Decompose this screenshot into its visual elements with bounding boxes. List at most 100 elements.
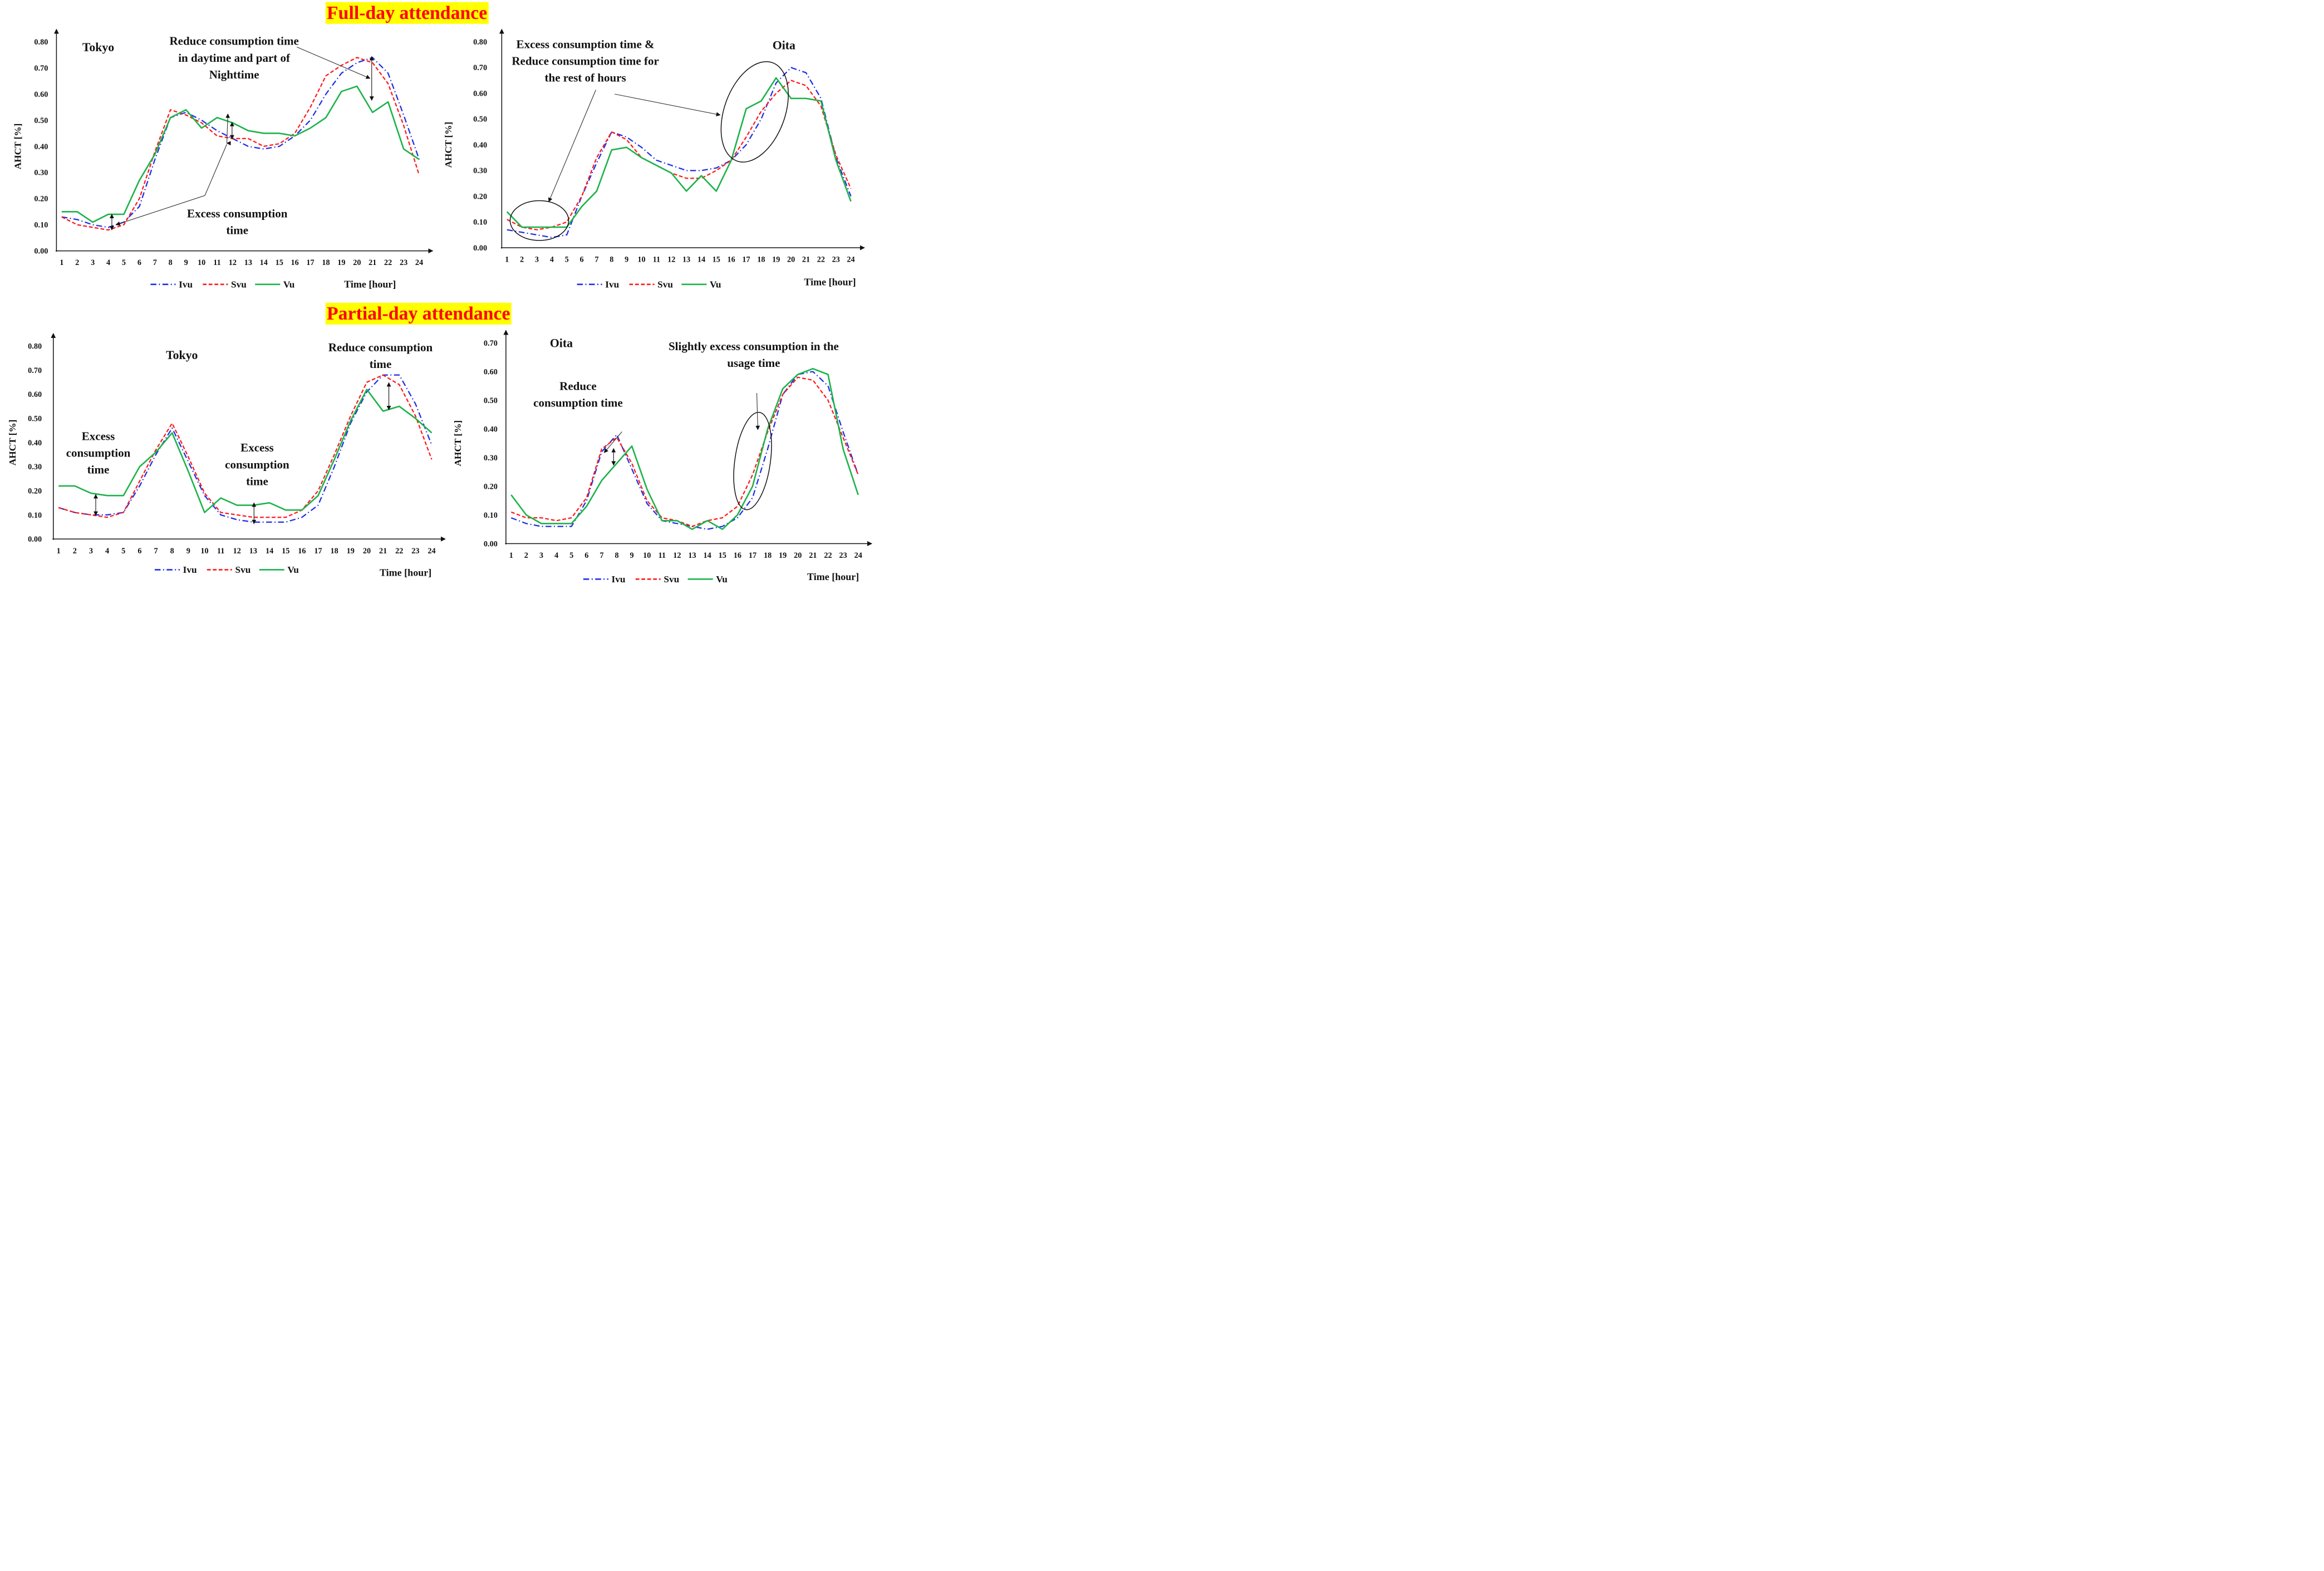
series-line-svu bbox=[510, 376, 859, 527]
x-tick-label: 2 bbox=[75, 258, 79, 267]
x-tick-label: 4 bbox=[550, 256, 554, 264]
x-tick-label: 24 bbox=[415, 258, 423, 267]
x-tick-label: 16 bbox=[298, 547, 306, 556]
annotation-text: Excess consumption time & bbox=[517, 37, 655, 51]
y-axis-label: AHCT [%] bbox=[13, 124, 23, 170]
x-tick-label: 5 bbox=[121, 547, 125, 556]
chart-panel-2: 0.000.100.200.300.400.500.600.700.801 2 3 4… bbox=[443, 28, 865, 289]
legend-label-ivu: Ivu bbox=[179, 279, 193, 289]
x-tick-label: 11 bbox=[659, 551, 666, 560]
x-tick-label: 15 bbox=[276, 258, 283, 267]
x-tick-label: 3 bbox=[539, 551, 543, 560]
annotation-arrow bbox=[225, 113, 230, 144]
y-axis-label: AHCT [%] bbox=[443, 122, 454, 168]
x-tick-label: 10 bbox=[200, 547, 208, 556]
legend-label-svu: Svu bbox=[235, 564, 251, 575]
x-tick-label: 22 bbox=[817, 256, 825, 264]
x-tick-label: 21 bbox=[802, 256, 810, 264]
y-tick-label: 0.00 bbox=[28, 535, 42, 544]
x-tick-label: 8 bbox=[169, 258, 173, 267]
x-tick-label: 18 bbox=[757, 256, 765, 264]
annotation-connector bbox=[204, 144, 228, 196]
x-tick-label: 12 bbox=[667, 256, 675, 264]
chart-panel-1: 0.000.100.200.300.400.500.600.700.801 2 3 4… bbox=[13, 28, 434, 289]
x-tick-label: 7 bbox=[154, 547, 158, 556]
annotation-text: consumption bbox=[66, 446, 131, 460]
y-tick-label: 0.70 bbox=[484, 339, 498, 348]
annotation-arrow bbox=[115, 195, 205, 226]
annotation-text: Reduce consumption time bbox=[169, 35, 298, 48]
x-tick-label: 20 bbox=[794, 551, 802, 560]
y-tick-label: 0.60 bbox=[34, 90, 48, 99]
x-tick-label: 1 bbox=[57, 547, 61, 556]
legend-label-vu: Vu bbox=[287, 564, 299, 575]
highlight-ellipse bbox=[733, 411, 772, 510]
y-tick-label: 0.80 bbox=[28, 342, 42, 351]
x-tick-label: 7 bbox=[153, 258, 157, 267]
x-tick-label: 14 bbox=[704, 551, 711, 560]
x-tick-label: 9 bbox=[625, 256, 628, 264]
x-axis-label: Time [hour] bbox=[380, 567, 431, 578]
annotation-text: consumption time bbox=[533, 396, 623, 409]
y-tick-label: 0.10 bbox=[28, 511, 42, 520]
y-axis-label: AHCT [%] bbox=[7, 420, 18, 466]
annotation-arrow bbox=[603, 431, 622, 453]
x-tick-label: 13 bbox=[682, 256, 690, 264]
legend: Ivu Svu Vu bbox=[150, 279, 295, 289]
x-tick-label: 8 bbox=[610, 256, 613, 264]
x-tick-label: 3 bbox=[89, 547, 93, 556]
x-axis-label: Time [hour] bbox=[344, 278, 396, 289]
x-axis-label: Time [hour] bbox=[804, 277, 856, 288]
x-tick-label: 17 bbox=[306, 258, 314, 267]
x-tick-label: 13 bbox=[688, 551, 696, 560]
x-tick-label: 24 bbox=[854, 551, 862, 560]
x-tick-label: 24 bbox=[428, 547, 435, 556]
annotation-text: Reduce consumption time for bbox=[512, 54, 659, 67]
legend: Ivu Svu Vu bbox=[577, 279, 721, 289]
legend-label-vu: Vu bbox=[716, 574, 728, 585]
x-tick-label: 1 bbox=[509, 551, 513, 560]
x-tick-label: 21 bbox=[809, 551, 817, 560]
x-tick-label: 6 bbox=[137, 547, 141, 556]
annotation-text: usage time bbox=[727, 356, 780, 370]
legend-label-svu: Svu bbox=[664, 574, 679, 585]
series-line-vu bbox=[506, 77, 852, 228]
chart-panel-3: 0.000.100.200.300.400.500.600.700.801 2 3 4… bbox=[7, 333, 446, 578]
x-tick-label: 7 bbox=[600, 551, 603, 560]
x-tick-label: 8 bbox=[615, 551, 618, 560]
x-tick-label: 5 bbox=[565, 256, 569, 264]
legend-label-svu: Svu bbox=[231, 279, 247, 289]
x-tick-label: 1 bbox=[60, 258, 63, 267]
full-day-header: Full-day attendance bbox=[325, 2, 489, 24]
legend: Ivu Svu Vu bbox=[583, 574, 728, 585]
y-tick-label: 0.10 bbox=[473, 218, 487, 227]
y-tick-label: 0.30 bbox=[34, 169, 48, 178]
legend-label-ivu: Ivu bbox=[605, 279, 619, 289]
x-tick-label: 14 bbox=[697, 256, 705, 264]
x-tick-label: 12 bbox=[673, 551, 681, 560]
partial-day-header: Partial-day attendance bbox=[325, 302, 512, 325]
series-line-ivu bbox=[58, 374, 433, 523]
annotation-arrow bbox=[297, 46, 371, 79]
highlight-ellipse bbox=[720, 61, 789, 163]
series-line-svu bbox=[61, 57, 420, 231]
x-tick-label: 23 bbox=[839, 551, 847, 560]
chart-title: Tokyo bbox=[82, 41, 114, 54]
x-tick-label: 12 bbox=[233, 547, 241, 556]
highlight-ellipse bbox=[509, 200, 569, 241]
y-tick-label: 0.80 bbox=[34, 38, 48, 47]
x-tick-label: 5 bbox=[569, 551, 573, 560]
annotation-text: time bbox=[370, 357, 392, 371]
x-tick-label: 18 bbox=[331, 547, 338, 556]
legend-label-ivu: Ivu bbox=[612, 574, 626, 585]
y-tick-label: 0.40 bbox=[473, 141, 487, 150]
x-tick-label: 9 bbox=[184, 258, 188, 267]
y-tick-label: 0.30 bbox=[484, 454, 498, 463]
x-tick-label: 3 bbox=[91, 258, 95, 267]
series-line-vu bbox=[58, 389, 433, 513]
x-tick-label: 8 bbox=[170, 547, 174, 556]
x-tick-label: 6 bbox=[137, 258, 141, 267]
x-tick-label: 19 bbox=[779, 551, 787, 560]
x-tick-label: 12 bbox=[229, 258, 237, 267]
x-tick-label: 21 bbox=[369, 258, 376, 267]
